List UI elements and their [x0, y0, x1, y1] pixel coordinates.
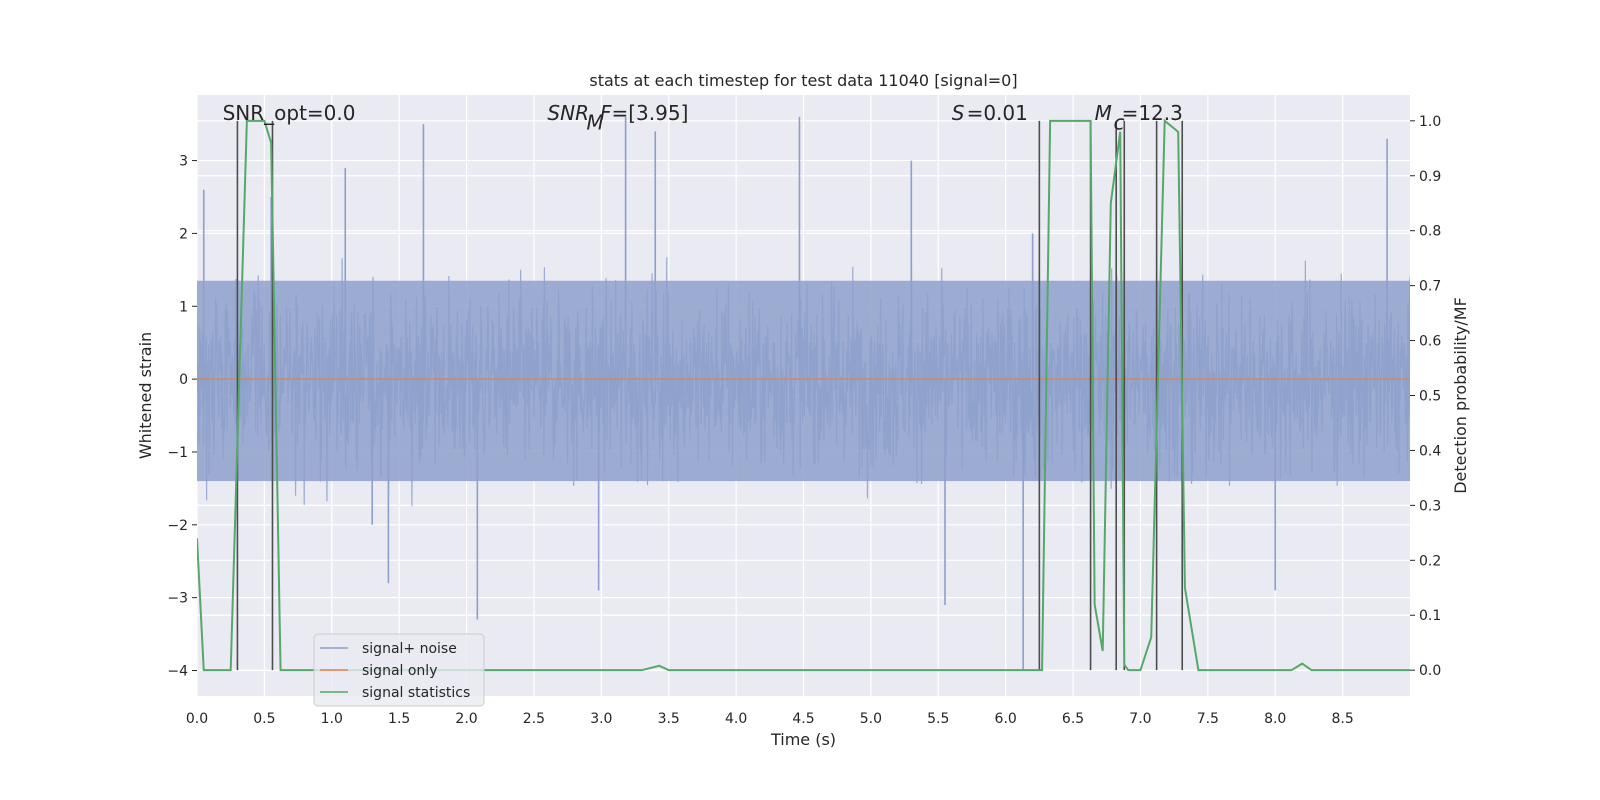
x-tick-label: 5.0 [860, 711, 882, 727]
noise-band [197, 280, 1410, 482]
x-tick-label: 4.5 [792, 711, 814, 727]
series-signal-plus-noise [197, 116, 1410, 671]
annotation-mc-sym: M [1095, 101, 1112, 125]
x-tick-label: 6.0 [995, 711, 1017, 727]
annotation-snr-opt: SNR_opt=0.0 [223, 101, 356, 125]
y-tick-label: 1 [179, 299, 188, 315]
x-tick-label: 0.5 [253, 711, 275, 727]
y-tick-label: −1 [167, 445, 188, 461]
annotation-s-sym: S [952, 101, 965, 125]
y2-tick-label: 0.3 [1419, 498, 1441, 514]
legend-box [313, 633, 485, 707]
x-tick-label: 6.5 [1062, 711, 1084, 727]
y2-tick-label: 0.1 [1419, 608, 1441, 624]
legend-label-signal-statistics: signal statistics [362, 685, 470, 701]
y-tick-label: −4 [167, 664, 188, 680]
y2-axis-ticks: 1.0 0.9 0.8 0.7 0.6 0.5 0.4 0.3 0.2 0.1 0.0 [1410, 114, 1441, 679]
x-tick-label: 3.0 [590, 711, 612, 727]
x-tick-label: 7.0 [1129, 711, 1151, 727]
y-tick-label: 3 [179, 154, 188, 170]
x-tick-label: 2.0 [455, 711, 477, 727]
annotation-mc-sub: c [1113, 111, 1124, 135]
x-tick-label: 4.0 [725, 711, 747, 727]
annotation-s-val: =0.01 [967, 101, 1028, 125]
signal-statistics-line [197, 118, 1410, 672]
y-tick-label: 2 [179, 226, 188, 242]
y2-tick-label: 0.2 [1419, 553, 1441, 569]
y2-axis-label: Detection probability/MF [1451, 297, 1470, 494]
y-tick-label: −2 [167, 518, 188, 534]
x-tick-label: 1.5 [388, 711, 410, 727]
annotation-snr-mf-rest: F=[3.95] [600, 101, 688, 125]
y2-tick-label: 0.7 [1419, 279, 1441, 295]
x-axis-ticks: 0.0 0.5 1.0 1.5 2.0 2.5 3.0 3.5 4.0 4.5 5.0 5.5 6.0 6… [186, 711, 1354, 727]
annotation-snr-mf-sym: SNR [547, 101, 589, 125]
y2-tick-label: 1.0 [1419, 114, 1441, 130]
y-axis-ticks: 3 2 1 0 −1 −2 −3 −4 [167, 154, 197, 680]
y2-tick-label: 0.9 [1419, 169, 1441, 185]
y-tick-label: −3 [167, 591, 188, 607]
y2-tick-label: 0.8 [1419, 224, 1441, 240]
x-tick-label: 3.5 [658, 711, 680, 727]
y-axis-label: Whitened strain [136, 332, 155, 459]
legend: signal+ noise signal only signal statist… [313, 633, 485, 707]
x-tick-label: 2.5 [523, 711, 545, 727]
legend-label-signal-plus-noise: signal+ noise [362, 641, 457, 657]
legend-label-signal-only: signal only [362, 663, 437, 679]
annotation-mc-val: =12.3 [1122, 101, 1183, 125]
x-axis-label: Time (s) [770, 730, 836, 749]
y-tick-label: 0 [179, 372, 188, 388]
x-tick-label: 1.0 [321, 711, 343, 727]
y2-tick-label: 0.0 [1419, 663, 1441, 679]
x-tick-label: 0.0 [186, 711, 208, 727]
y2-tick-label: 0.4 [1419, 443, 1441, 459]
x-tick-label: 8.5 [1331, 711, 1353, 727]
x-tick-label: 5.5 [927, 711, 949, 727]
x-tick-label: 7.5 [1197, 711, 1219, 727]
y2-tick-label: 0.5 [1419, 389, 1441, 405]
series-signal-statistics [197, 118, 1410, 672]
x-tick-label: 8.0 [1264, 711, 1286, 727]
annotation-snr-mf-sub: M [587, 111, 604, 135]
y2-tick-label: 0.6 [1419, 334, 1441, 350]
chart-title: stats at each timestep for test data 110… [589, 71, 1017, 90]
